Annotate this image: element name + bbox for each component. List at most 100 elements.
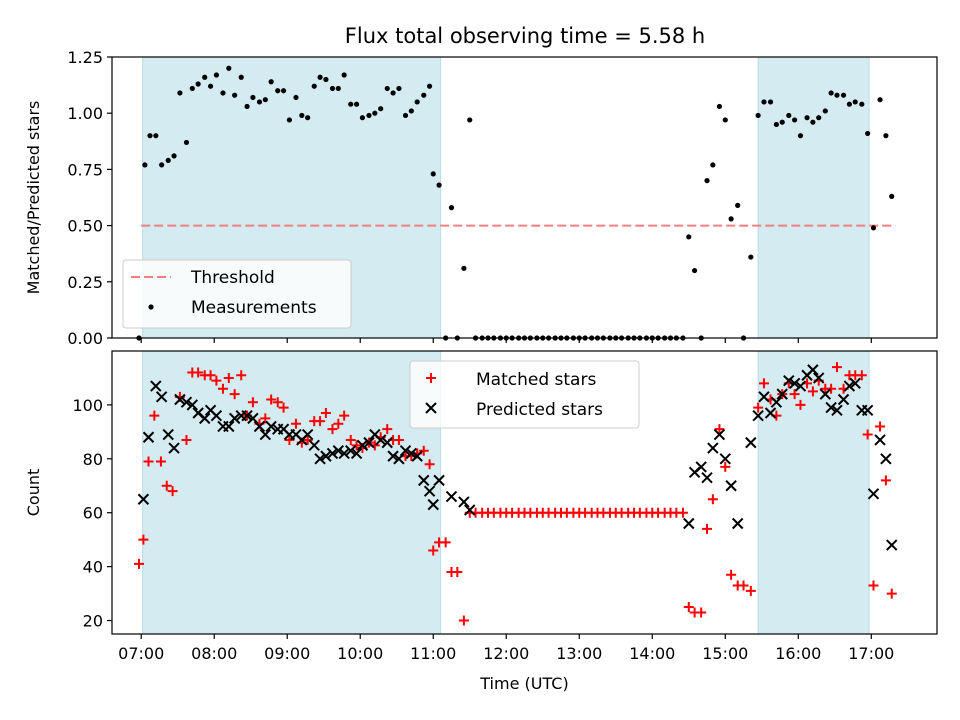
measurement-point [165, 157, 171, 164]
matched-star-point [714, 424, 725, 435]
measurement-point [761, 99, 767, 105]
matched-star-point [856, 370, 867, 381]
matched-star-point [302, 434, 313, 445]
y-tick-label: 60 [83, 504, 103, 523]
matched-star-point [284, 434, 295, 445]
measurement-point [859, 101, 865, 107]
matched-star-point [440, 537, 451, 548]
matched-star-point [726, 569, 737, 580]
measurement-point [686, 234, 692, 240]
measurement-point [414, 99, 420, 105]
predicted-star-point [241, 409, 253, 422]
x-axis-label: Time (UTC) [479, 674, 568, 693]
predicted-star-point [405, 447, 418, 460]
predicted-star-point [719, 453, 731, 465]
measurement-point [305, 115, 311, 121]
predicted-star-point [776, 388, 788, 400]
measurement-point [142, 162, 148, 168]
matched-star-point [826, 383, 837, 394]
x-tick-label: 13:00 [556, 644, 602, 663]
predicted-star-point [374, 434, 387, 446]
predicted-star-point [350, 447, 363, 460]
matched-star-point [758, 378, 769, 389]
measurement-point [461, 265, 467, 271]
legend-predicted-swatch [425, 402, 437, 414]
measurement-point [147, 133, 153, 139]
matched-star-point [266, 394, 277, 405]
x-tick-label: 10:00 [337, 644, 383, 663]
measurement-point [870, 225, 877, 231]
predicted-star-point [210, 409, 223, 422]
measurement-point [213, 72, 220, 78]
matched-star-point [868, 580, 879, 591]
measurement-point [280, 88, 287, 94]
x-tick-label: 15:00 [702, 644, 748, 663]
measurement-point [268, 79, 274, 85]
matched-star-point [315, 416, 326, 427]
matched-star-point [345, 434, 356, 445]
measurement-point [286, 117, 293, 123]
predicted-star-point [758, 391, 770, 403]
legend-threshold-label: Threshold [190, 268, 275, 288]
measurement-point [722, 117, 728, 123]
measurement-point [177, 90, 183, 96]
measurement-point [378, 106, 384, 112]
measurement-point [436, 182, 442, 188]
axes-frame [111, 56, 938, 339]
predicted-star-point [423, 485, 436, 497]
predicted-star-point [247, 412, 259, 425]
predicted-star-point [831, 404, 843, 417]
legend-measurement-label: Measurements [191, 298, 317, 318]
matched-star-point [278, 402, 289, 413]
measurement-point [402, 112, 409, 119]
predicted-star-point [843, 380, 856, 392]
matched-star-point [327, 424, 338, 435]
predicted-star-point [427, 498, 439, 511]
measurement-point [335, 85, 341, 92]
measurement-point [779, 119, 785, 125]
predicted-star-point [314, 453, 326, 465]
measurement-point [426, 83, 433, 89]
measurement-point [797, 133, 804, 139]
predicted-star-point [745, 436, 757, 449]
predicted-star-point [707, 442, 719, 454]
y-tick-label: 1.00 [67, 104, 103, 123]
predicted-star-point [345, 445, 357, 457]
y-tick-label: 0.25 [67, 273, 103, 292]
y-tick-label: 100 [72, 396, 103, 415]
x-tick-label: 08:00 [191, 644, 237, 663]
predicted-star-point [186, 399, 199, 411]
legend-box [409, 360, 640, 429]
predicted-star-point [253, 420, 266, 433]
predicted-star-point [265, 420, 277, 433]
measurement-point [250, 94, 256, 101]
y-axis-label: Matched/Predicted stars [24, 101, 43, 295]
measurement-point [207, 83, 214, 89]
axes-frame [111, 350, 938, 635]
predicted-star-point [837, 393, 850, 406]
measurement-point [202, 74, 208, 80]
measurement-point [773, 121, 779, 128]
measurement-point [153, 133, 159, 139]
predicted-star-point [825, 401, 837, 414]
matched-star-point [720, 461, 731, 472]
matched-star-point [875, 421, 886, 432]
predicted-star-point [713, 428, 726, 441]
predicted-star-point [399, 445, 412, 457]
matched-star-point [155, 456, 166, 467]
measurement-point [390, 90, 396, 96]
measurement-point [704, 178, 710, 184]
measurement-point [430, 171, 436, 177]
matched-star-point [272, 397, 283, 408]
predicted-star-point [849, 377, 861, 390]
legend-box [122, 259, 352, 329]
predicted-star-point [819, 388, 832, 400]
predicted-star-point [807, 364, 819, 376]
predicted-star-point [701, 471, 713, 484]
x-tick-label: 12:00 [483, 644, 529, 663]
matched-star-point [236, 370, 247, 381]
predicted-star-point [259, 428, 272, 441]
matched-star-point [745, 585, 756, 596]
matched-star-point [223, 372, 234, 383]
